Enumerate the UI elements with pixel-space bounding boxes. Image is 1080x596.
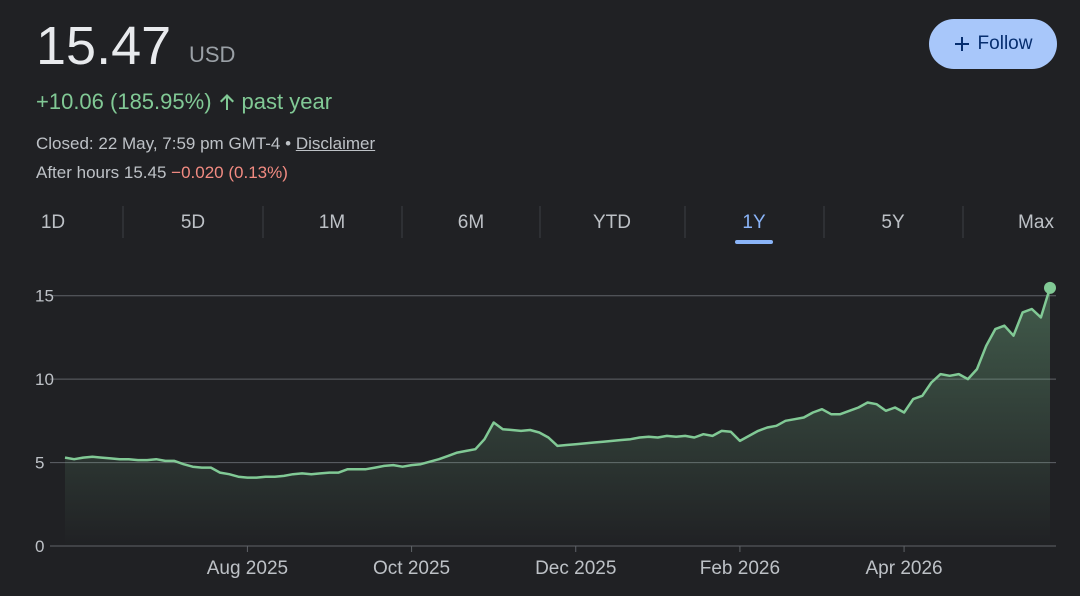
price-line bbox=[64, 287, 1052, 479]
area-fill bbox=[65, 287, 1050, 546]
x-tick-label: Aug 2025 bbox=[207, 558, 288, 579]
tab[interactable]: 5Y bbox=[881, 212, 905, 233]
disclaimer-link[interactable]: Disclaimer bbox=[295, 134, 376, 153]
tab[interactable]: 1D bbox=[41, 212, 65, 233]
tab[interactable]: 6M bbox=[458, 212, 484, 233]
up-arrow-icon bbox=[219, 94, 234, 110]
x-tick-label: Dec 2025 bbox=[535, 558, 616, 579]
follow-button[interactable]: Follow bbox=[929, 19, 1057, 69]
tab[interactable]: 5D bbox=[181, 212, 205, 233]
x-tick-label: Feb 2026 bbox=[700, 558, 780, 579]
y-tick-label: 0 bbox=[35, 537, 44, 556]
tab-indicator bbox=[735, 240, 773, 244]
x-tick-label: Apr 2026 bbox=[866, 558, 943, 579]
closed-info: Closed: 22 May, 7:59 pm GMT-4 • Disclaim… bbox=[36, 134, 375, 154]
tab-selected[interactable]: 1Y bbox=[742, 212, 766, 233]
change-value: +10.06 (185.95%) bbox=[36, 89, 212, 114]
tab[interactable]: Max bbox=[1018, 212, 1054, 233]
y-tick-label: 10 bbox=[35, 370, 54, 389]
after-hours: After hours 15.45 −0.020 (0.13%) bbox=[36, 163, 288, 183]
tab[interactable]: 1M bbox=[319, 212, 345, 233]
after-hours-change: −0.020 (0.13%) bbox=[171, 163, 288, 182]
closed-text: Closed: 22 May, 7:59 pm GMT-4 • bbox=[36, 134, 292, 153]
change-period: past year bbox=[241, 89, 333, 114]
y-tick-label: 15 bbox=[35, 287, 54, 306]
last-point bbox=[1044, 281, 1056, 294]
plus-icon bbox=[954, 37, 969, 51]
follow-label: Follow bbox=[977, 33, 1033, 54]
chart: 0 5 10 15 Aug 2025 Oct 2025 Dec 2025 Feb 2026 Ap… bbox=[35, 281, 1056, 579]
tab[interactable]: YTD bbox=[593, 212, 631, 233]
x-tick-label: Oct 2025 bbox=[373, 558, 450, 579]
range-tabs: 1D 5D 1M 6M YTD 1Y 5Y Max bbox=[41, 206, 1054, 244]
price-change: +10.06 (185.95%) past year bbox=[36, 88, 332, 116]
y-tick-label: 5 bbox=[35, 454, 44, 473]
after-hours-price: After hours 15.45 bbox=[36, 163, 167, 182]
price: 15.47 bbox=[36, 16, 172, 76]
currency: USD bbox=[189, 42, 236, 67]
